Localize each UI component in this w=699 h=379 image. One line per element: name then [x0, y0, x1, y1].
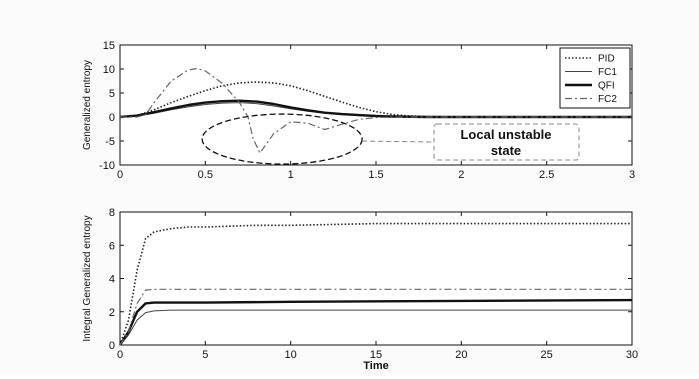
y-tick-label: 2 [109, 307, 115, 319]
x-tick-label: 1 [288, 169, 294, 181]
unstable-region-ellipse [201, 113, 363, 165]
x-tick-label: 15 [370, 349, 382, 361]
legend-label-fc1: FC1 [598, 67, 617, 78]
x-tick-label: 20 [455, 349, 467, 361]
y-tick-label: 4 [109, 274, 115, 286]
series-line-qfi [118, 298, 633, 346]
x-tick-label: 0 [117, 169, 123, 181]
x-tick-label: 25 [541, 349, 553, 361]
y-tick-label: 10 [103, 64, 115, 76]
series-line-fc2 [119, 288, 632, 346]
y-tick-label: -10 [99, 160, 115, 172]
x-tick-label: 1.5 [368, 169, 383, 181]
y-tick-label: 15 [103, 40, 115, 52]
x-tick-label: 30 [626, 349, 638, 361]
top-plot: 0 0.5 1 1.5 2 2.5 3 -10 -5 0 5 10 15 Generalized entr… [82, 40, 635, 181]
legend-label-fc2: FC2 [598, 94, 617, 105]
y-tick-label: 6 [109, 240, 115, 252]
annotation-connector [362, 140, 435, 143]
x-tick-label: 3 [629, 169, 635, 181]
x-tick-label: 2 [458, 169, 464, 181]
y-tick-label: 0 [109, 112, 115, 124]
x-tick-label: 10 [285, 349, 297, 361]
y-tick-label: -5 [105, 136, 115, 148]
plot-frame [119, 211, 633, 346]
annotation-box [433, 123, 580, 161]
x-tick-label: 0.5 [198, 169, 213, 181]
x-axis-label: Time [363, 360, 388, 372]
x-tick-label: 0 [117, 349, 123, 361]
x-tick-label: 5 [202, 349, 208, 361]
bottom-plot: 0 5 10 15 20 25 30 0 2 4 6 8 Integral Generalized en… [82, 207, 638, 372]
y-tick-label: 0 [109, 340, 115, 352]
legend-label-qfi: QFI [598, 81, 615, 92]
legend-label-pid: PID [598, 54, 615, 65]
series-line-fc2 [120, 67, 632, 154]
series-line-pid [119, 222, 632, 346]
y-axis-label: Generalized entropy [82, 60, 93, 150]
x-tick-label: 2.5 [539, 169, 554, 181]
annotation-text: Local unstable state [460, 127, 551, 158]
y-tick-label: 5 [109, 88, 115, 100]
y-axis-label: Integral Generalized entropy [82, 215, 93, 341]
y-tick-label: 8 [109, 207, 115, 219]
series-line-fc1 [119, 309, 632, 346]
